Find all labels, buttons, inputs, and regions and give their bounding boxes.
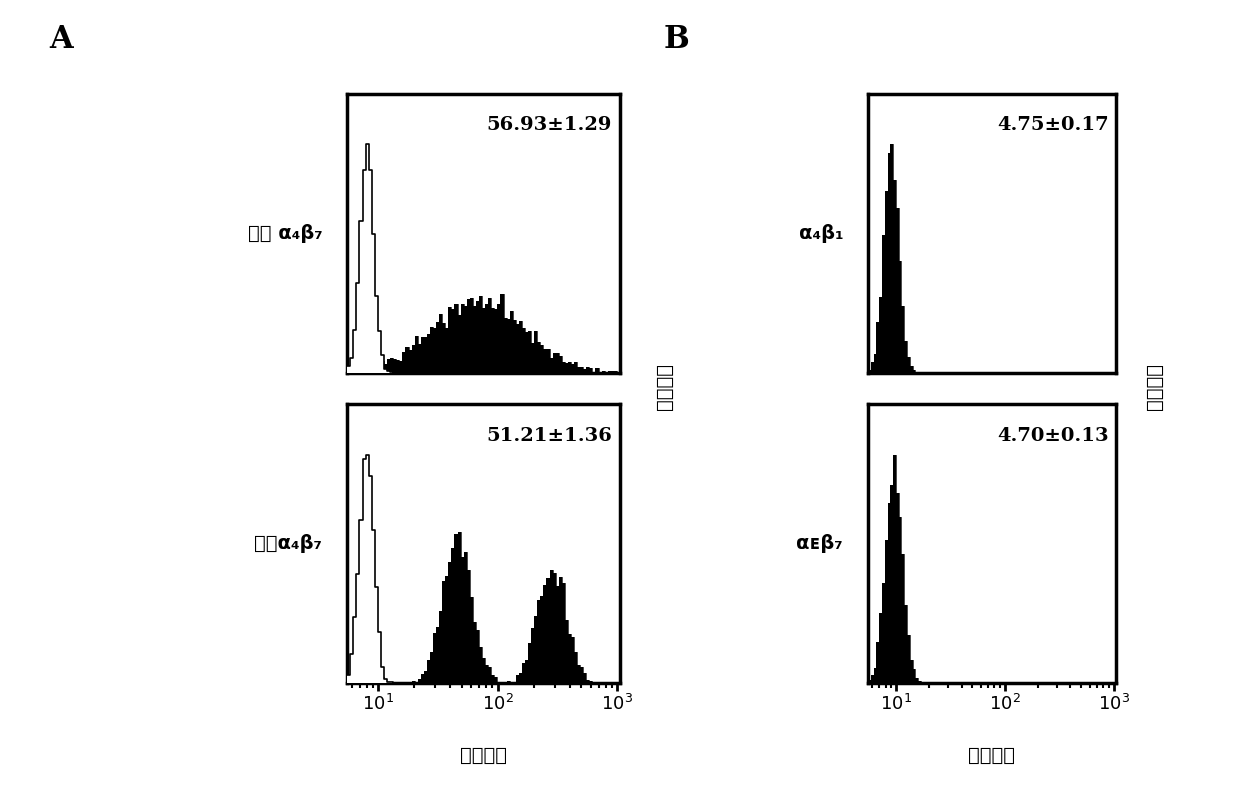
Text: 小鼠 α₄β₇: 小鼠 α₄β₇ <box>248 224 322 243</box>
Text: 56.93±1.29: 56.93±1.29 <box>486 116 611 134</box>
Text: 4.75±0.17: 4.75±0.17 <box>997 116 1109 134</box>
Text: 4.70±0.13: 4.70±0.13 <box>997 426 1109 444</box>
Text: B: B <box>663 24 689 54</box>
Text: 细胞数目: 细胞数目 <box>653 365 673 412</box>
Text: A: A <box>50 24 73 54</box>
Text: α₄β₁: α₄β₁ <box>799 224 843 243</box>
Text: 大鼠α₄β₇: 大鼠α₄β₇ <box>254 534 322 553</box>
Text: 细胞数目: 细胞数目 <box>1143 365 1163 412</box>
Text: αᴇβ₇: αᴇβ₇ <box>796 534 843 553</box>
Text: 荧光强度: 荧光强度 <box>968 747 1016 765</box>
Text: 荧光强度: 荧光强度 <box>460 747 507 765</box>
Text: 51.21±1.36: 51.21±1.36 <box>486 426 611 444</box>
